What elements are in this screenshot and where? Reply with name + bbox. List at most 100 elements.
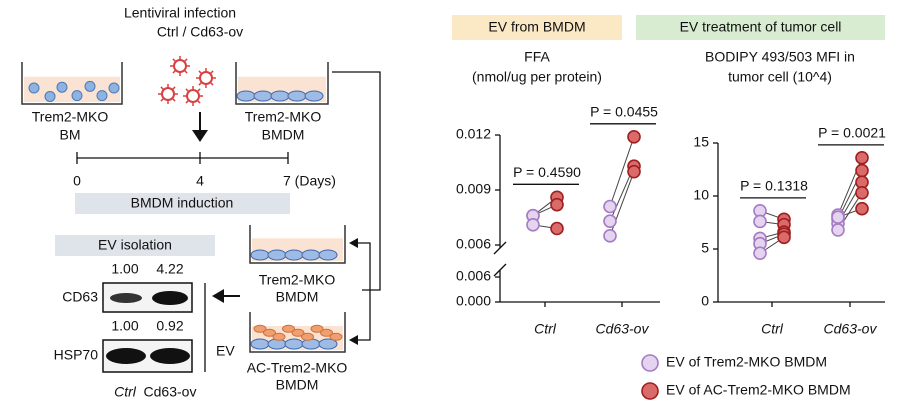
pair-line <box>609 136 635 207</box>
apoptotic-cell <box>320 328 333 337</box>
p-value: P = 0.0021 <box>818 125 886 141</box>
chart-title: tumor cell (10^4) <box>728 69 832 85</box>
bm-label: BM <box>60 127 81 143</box>
dish <box>235 62 329 105</box>
y-tick-label: 0.006 <box>456 268 491 284</box>
x-tick-label: Ctrl <box>761 321 784 337</box>
arrow-head <box>349 335 358 345</box>
fraction-label: EV <box>216 343 235 359</box>
cell <box>28 82 40 94</box>
recipient-label: BMDM <box>276 289 319 305</box>
p-value: P = 0.1318 <box>740 178 808 194</box>
blot-row-label: HSP70 <box>54 347 99 363</box>
y-tick-label: 5 <box>701 240 709 256</box>
data-point <box>603 199 617 214</box>
data-point <box>777 230 791 245</box>
cell <box>301 249 321 261</box>
data-point <box>550 221 564 236</box>
y-tick-label: 15 <box>693 134 709 150</box>
ev-box <box>55 235 215 256</box>
data-point <box>627 164 641 179</box>
data-point <box>627 130 641 144</box>
data-point <box>753 246 767 261</box>
timeline-label: 0 <box>73 173 81 189</box>
virus <box>161 87 175 101</box>
cell <box>250 249 270 261</box>
timeline-label: 4 <box>196 173 204 189</box>
dish <box>21 62 123 105</box>
p-value: P = 0.0455 <box>590 104 658 120</box>
arrow-head <box>349 238 358 248</box>
data-point <box>855 201 869 216</box>
band <box>110 293 142 303</box>
cell <box>270 90 290 102</box>
apoptotic-cell <box>329 332 343 341</box>
data-point <box>526 218 540 232</box>
x-tick-label: Ctrl <box>534 321 557 337</box>
band <box>152 291 188 305</box>
panel-header: EV treatment of tumor cell <box>680 19 842 35</box>
quant: 0.92 <box>156 318 183 334</box>
lane-label: Cd63-ov <box>144 384 197 400</box>
data-point <box>753 214 767 229</box>
y-tick-label: 0 <box>701 293 709 309</box>
cell <box>301 338 321 350</box>
data-point <box>855 163 869 178</box>
y-tick-label: 0.012 <box>456 126 491 142</box>
cell <box>304 90 324 102</box>
cell <box>284 338 304 350</box>
panel-header-bg <box>452 15 622 40</box>
cell <box>284 249 304 261</box>
y-tick-label: 0.006 <box>456 236 491 252</box>
arrow-head <box>192 130 208 142</box>
arrow-head <box>212 289 224 303</box>
data-point <box>603 229 617 243</box>
x-tick-label: Cd63-ov <box>824 321 878 337</box>
cell <box>44 90 56 102</box>
apoptotic-cell <box>253 324 267 333</box>
apoptotic-cell <box>272 332 286 341</box>
infection-label: Lentiviral infection <box>124 5 236 21</box>
legend-marker <box>641 382 659 400</box>
legend-marker <box>641 354 659 372</box>
data-point <box>550 197 564 212</box>
cell <box>318 338 338 350</box>
apoptotic-cell <box>301 332 314 341</box>
x-tick-label: Cd63-ov <box>596 321 650 337</box>
cell <box>250 338 270 350</box>
bmdm-label: Trem2-MKO <box>245 109 322 125</box>
dish <box>249 225 346 264</box>
panel-header: EV from BMDM <box>488 19 585 35</box>
p-value: P = 0.4590 <box>513 164 581 180</box>
recipient-label: Trem2-MKO <box>259 272 336 288</box>
quant: 1.00 <box>111 261 138 277</box>
chart-title: BODIPY 493/503 MFI in <box>705 49 855 65</box>
legend-label: EV of AC-Trem2-MKO BMDM <box>666 382 851 398</box>
cell <box>84 80 96 92</box>
cell <box>287 90 307 102</box>
apoptotic-cell <box>263 328 276 337</box>
apoptotic-cell <box>291 328 305 337</box>
cell <box>56 81 68 93</box>
connector <box>356 242 371 341</box>
bm-label: Trem2-MKO <box>32 109 109 125</box>
cell <box>318 249 338 261</box>
lane-label: Ctrl <box>114 384 137 400</box>
y-tick-label: 10 <box>693 187 709 203</box>
data-point <box>831 223 845 237</box>
cell <box>253 90 273 102</box>
quant: 4.22 <box>156 261 183 277</box>
chart-title: FFA <box>524 49 550 65</box>
cell <box>96 90 108 102</box>
band <box>150 348 190 364</box>
data-point <box>855 186 869 200</box>
cell <box>108 82 120 94</box>
y-tick-label: 0.000 <box>456 293 491 309</box>
virus <box>199 71 213 85</box>
ev-isolation-label: EV isolation <box>98 237 172 253</box>
connector <box>332 71 381 291</box>
cell <box>267 249 287 261</box>
panel-header-bg <box>636 15 885 40</box>
apoptotic-cell <box>310 324 324 333</box>
